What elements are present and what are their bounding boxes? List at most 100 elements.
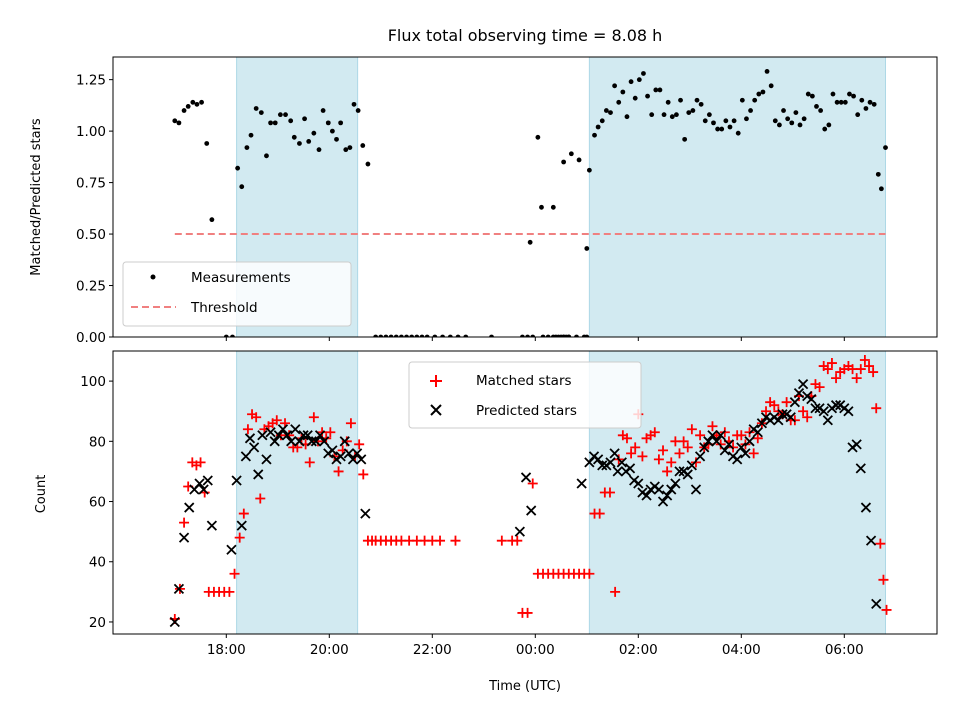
predicted-star-point — [294, 436, 305, 447]
predicted-star-point — [662, 490, 673, 501]
measurement-point — [535, 134, 541, 140]
predicted-star-point — [633, 478, 644, 489]
measurement-point — [847, 91, 852, 97]
predicted-star-point — [339, 436, 350, 447]
predicted-star-point — [744, 436, 755, 447]
predicted-star-point — [290, 424, 301, 435]
matched-star-point — [695, 430, 706, 441]
measurement-point — [235, 165, 241, 171]
matched-star-point — [822, 364, 833, 375]
measurement-point — [409, 334, 415, 337]
measurement-point — [838, 99, 844, 105]
predicted-star-point — [356, 454, 367, 465]
predicted-star-point — [335, 451, 346, 462]
measurement-point — [297, 141, 302, 146]
bottom-y-axis-label: Count — [34, 475, 49, 514]
predicted-star-point — [173, 583, 185, 594]
top-y-axis-label: Matched/Predicted stars — [29, 118, 44, 276]
predicted-star-point — [789, 397, 800, 408]
measurement-point — [682, 136, 688, 142]
measurement-point — [649, 112, 655, 118]
matched-star-point — [851, 373, 862, 384]
matched-star-point — [736, 430, 747, 441]
matched-star-point — [271, 415, 282, 426]
predicted-star-point — [597, 460, 608, 471]
predicted-star-point — [281, 430, 293, 441]
matched-star-point — [637, 451, 648, 462]
matched-star-point — [814, 382, 825, 393]
predicted-star-point — [822, 415, 833, 426]
predicted-star-point — [773, 415, 784, 426]
predicted-star-point — [670, 478, 681, 489]
measurement-point — [603, 108, 609, 113]
measurement-point — [553, 334, 559, 337]
predicted-star-point — [310, 436, 322, 447]
measurement-point — [185, 104, 191, 109]
measurement-point — [291, 134, 297, 140]
legend-predicted-label: Predicted stars — [476, 403, 577, 419]
measurement-point — [383, 334, 389, 337]
predicted-star-point — [752, 427, 763, 438]
measurement-point — [347, 145, 353, 150]
measurement-point — [744, 116, 749, 122]
y-tick-label: 0.75 — [76, 176, 106, 192]
measurement-point — [338, 120, 344, 126]
matched-star-point — [826, 358, 837, 369]
predicted-star-point — [830, 400, 842, 411]
predicted-star-point — [843, 406, 854, 417]
matched-star-point — [881, 604, 892, 615]
matched-star-point — [855, 364, 866, 375]
measurement-point — [665, 99, 671, 105]
measurement-point — [440, 334, 445, 337]
predicted-star-point — [605, 457, 616, 468]
measurement-point — [608, 110, 613, 115]
shaded-interval — [236, 351, 359, 634]
x-tick-label: 06:00 — [825, 642, 864, 658]
matched-star-point — [686, 424, 697, 435]
predicted-star-point — [871, 598, 882, 610]
measurement-point — [818, 108, 824, 113]
measurement-point — [302, 116, 307, 122]
measurement-point — [334, 136, 339, 142]
measurement-point — [561, 159, 567, 165]
matched-star-point — [748, 448, 759, 459]
measurement-point — [875, 171, 881, 177]
measurement-point — [822, 126, 828, 132]
measurement-point — [258, 110, 264, 115]
measurement-point — [690, 108, 696, 113]
predicted-star-point — [273, 430, 284, 441]
measurement-point — [253, 106, 259, 111]
measurement-point — [789, 120, 795, 126]
matched-star-point — [761, 406, 772, 417]
predicted-star-point — [306, 436, 317, 447]
measurement-point — [781, 108, 786, 113]
measurement-point — [801, 116, 807, 122]
matched-star-point — [179, 517, 190, 528]
measurement-point — [365, 161, 371, 167]
measurement-point — [878, 186, 884, 192]
predicted-star-point — [860, 502, 872, 513]
measurement-point — [772, 118, 778, 124]
predicted-star-point — [248, 442, 260, 453]
measurement-point — [311, 130, 317, 136]
measurement-point — [727, 124, 733, 130]
measurement-point — [768, 83, 774, 89]
measurement-point — [855, 112, 861, 118]
top-legend: Measurements Threshold — [122, 261, 352, 327]
measurement-point — [520, 334, 525, 337]
legend-predicted-marker — [430, 404, 442, 416]
measurement-point — [863, 106, 869, 111]
predicted-star-point — [682, 469, 693, 480]
matched-star-point — [831, 373, 842, 384]
measurement-point — [764, 69, 770, 74]
matched-star-point — [864, 361, 875, 372]
measurement-point — [653, 87, 659, 93]
measurement-point — [576, 157, 582, 163]
measurement-point — [595, 124, 601, 130]
bottom-legend-box — [408, 361, 642, 429]
measurement-point — [739, 97, 745, 103]
predicted-star-point — [226, 544, 237, 555]
measurement-point — [404, 334, 409, 337]
predicted-star-point — [351, 448, 363, 459]
predicted-star-point — [699, 442, 710, 453]
